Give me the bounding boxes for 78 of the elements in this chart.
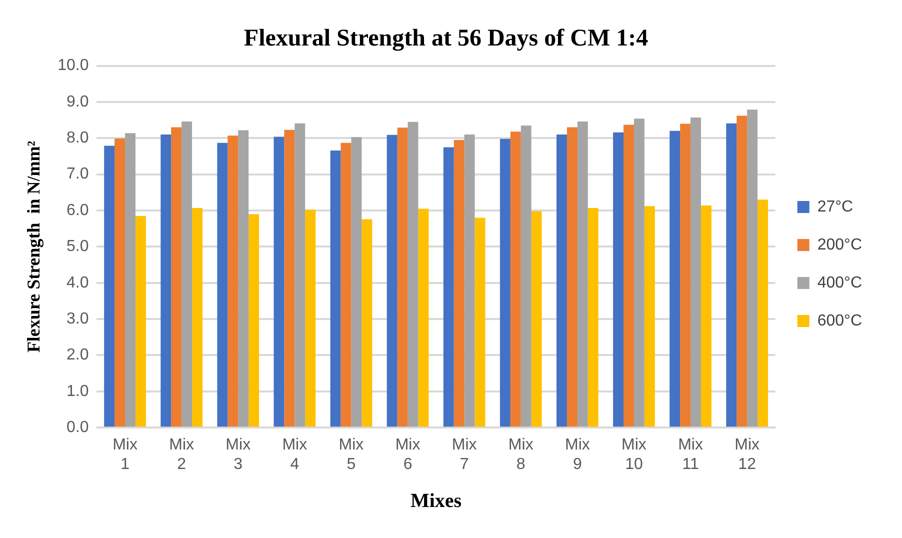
x-tick-label: Mix 11 (678, 436, 703, 473)
y-tick-label: 10.0 (58, 57, 89, 74)
y-tick-label: 6.0 (66, 202, 89, 219)
bar (238, 130, 249, 427)
bar (125, 133, 136, 427)
bar (397, 128, 408, 427)
legend-label: 27°C (817, 198, 854, 216)
bar (284, 130, 295, 427)
legend-label: 600°C (817, 312, 862, 330)
bar (408, 122, 418, 427)
bar (464, 134, 475, 427)
bar (670, 130, 680, 427)
y-tick-label: 7.0 (66, 166, 89, 183)
bar (758, 200, 768, 427)
bar (192, 208, 202, 427)
bar (294, 123, 306, 427)
bar (340, 142, 352, 427)
bar (362, 219, 372, 427)
bar (531, 211, 542, 427)
bar (274, 136, 284, 427)
bar (351, 137, 362, 427)
bar (217, 142, 228, 427)
bar (474, 218, 486, 427)
bar (700, 205, 712, 427)
x-tick-label: Mix 1 (112, 436, 138, 473)
bar (104, 146, 115, 427)
y-tick-label: 3.0 (66, 310, 89, 328)
x-tick-label: Mix 4 (282, 436, 308, 473)
bar (386, 134, 398, 427)
bar (418, 208, 429, 427)
y-tick-label: 4.0 (66, 274, 89, 292)
bar (736, 116, 748, 427)
bar (228, 136, 238, 427)
y-tick-label: 5.0 (66, 238, 89, 256)
bar (556, 134, 567, 427)
bar (443, 147, 454, 427)
bar (613, 132, 624, 427)
bar (454, 140, 464, 427)
x-tick-label: Mix 5 (338, 436, 364, 473)
bar (330, 150, 341, 427)
bar (114, 138, 126, 427)
bar (577, 122, 588, 427)
bar (690, 118, 701, 427)
y-tick-label: 8.0 (66, 130, 89, 147)
y-tick-label: 0.0 (66, 419, 89, 436)
x-tick-label: Mix 2 (169, 436, 194, 473)
x-tick-label: Mix 12 (734, 436, 760, 473)
bar (510, 132, 521, 427)
legend-label: 200°C (817, 236, 862, 254)
bar (644, 206, 655, 427)
bar (588, 208, 598, 427)
bar (566, 127, 578, 427)
bar (680, 124, 691, 427)
bar (248, 214, 260, 427)
bar (500, 138, 510, 427)
bar (171, 127, 182, 427)
chart-title: Flexural Strength at 56 Days of CM 1:4 (244, 26, 648, 52)
bar (747, 110, 758, 427)
bar (634, 118, 644, 427)
y-axis-title: Flexure Strength in N/mm² (23, 140, 44, 353)
y-tick-label: 9.0 (66, 93, 89, 110)
x-tick-label: Mix 8 (508, 436, 534, 473)
bar (305, 210, 316, 427)
x-axis-title: Mixes (410, 490, 462, 512)
x-tick-label: Mix 3 (226, 436, 251, 473)
x-tick-label: Mix 6 (395, 436, 420, 473)
x-tick-label: Mix 10 (622, 436, 646, 473)
x-tick-label: Mix 9 (564, 436, 590, 473)
x-tick-label: Mix 7 (452, 436, 477, 473)
bar (160, 134, 172, 427)
y-tick-label: 1.0 (66, 382, 89, 400)
y-tick-label: 2.0 (66, 346, 89, 364)
bar (726, 123, 737, 427)
bar (624, 124, 634, 427)
bar (135, 216, 146, 427)
bar (520, 125, 532, 427)
bar (182, 122, 192, 427)
legend-label: 400°C (817, 274, 862, 292)
